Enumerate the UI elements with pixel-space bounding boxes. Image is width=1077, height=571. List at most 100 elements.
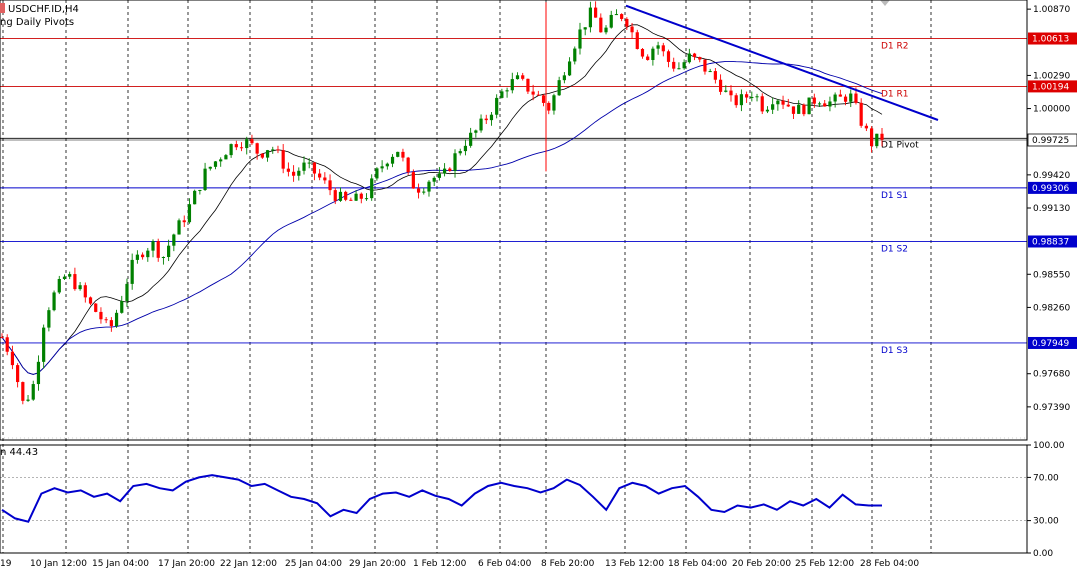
candle-body (791, 106, 796, 114)
candle-body (505, 90, 509, 92)
indicator-title: ng Daily Pivots (0, 17, 75, 28)
candle-body (656, 45, 660, 49)
candle-body (838, 94, 842, 97)
candle-body (333, 190, 337, 201)
time-tick-label: 25 Feb 12:00 (795, 559, 854, 569)
pivot-price-tag-label: 0.97949 (1032, 339, 1069, 349)
candle-body (682, 62, 686, 69)
time-tick-label: 25 Jan 04:00 (285, 559, 342, 569)
candle-body (57, 278, 61, 293)
candle-body (797, 104, 801, 114)
rsi-label: n 44.43 (0, 447, 39, 458)
candle-body (609, 14, 613, 28)
candle-body (630, 26, 634, 33)
candle-body (323, 177, 327, 181)
candle-body (135, 254, 139, 260)
candle-body (396, 151, 400, 157)
candle-body (448, 168, 452, 171)
candle-body (250, 139, 254, 144)
candle-body (484, 118, 488, 121)
candle-body (281, 150, 285, 169)
candle-body (869, 128, 874, 147)
candle-body (729, 90, 733, 96)
candle-body (802, 104, 806, 115)
time-tick-label: 28 Feb 04:00 (860, 559, 919, 569)
candle-body (677, 68, 681, 70)
candle-body (854, 93, 858, 103)
candle-body (583, 27, 587, 30)
candle-body (422, 191, 426, 193)
candle-body (73, 274, 77, 290)
candle-body (427, 181, 431, 192)
price-tick-label: 0.97680 (1033, 370, 1070, 380)
candle-body (140, 254, 145, 258)
symbol-color-icon (0, 3, 5, 13)
scroll-marker-icon (880, 0, 890, 6)
pivot-price-tag (1028, 235, 1077, 248)
time-tick-label: 22 Jan 12:00 (220, 559, 277, 569)
candle-body (255, 143, 259, 154)
candle-body (177, 220, 181, 235)
candle-body (765, 109, 770, 112)
candle-body (167, 245, 171, 258)
time-tick-label: 19 (0, 559, 12, 569)
candle-body (120, 300, 124, 313)
candle-body (495, 97, 499, 115)
candle-body (416, 188, 421, 193)
candle-body (474, 130, 478, 133)
candle-body (286, 168, 290, 172)
candle-body (99, 311, 103, 320)
candle-body (635, 32, 639, 49)
pivot-label: D1 S2 (881, 244, 908, 254)
candle-body (500, 91, 504, 98)
candle-body (239, 147, 244, 149)
time-tick-label: 8 Feb 20:00 (541, 559, 595, 569)
candle-body (245, 139, 249, 149)
candle-body (620, 14, 624, 19)
candle-body (588, 7, 593, 28)
candles (0, 1, 884, 405)
fast-ma-line (1, 24, 883, 375)
candle-body (526, 78, 530, 92)
candle-body (406, 157, 410, 173)
chart-title: USDCHF.ID,H4 ng Daily Pivots (0, 3, 79, 29)
pivot-price-tag (1028, 80, 1077, 93)
time-tick-label: 10 Jan 12:00 (30, 559, 87, 569)
candle-body (698, 57, 702, 60)
candle-body (271, 149, 275, 151)
candle-body (562, 75, 566, 81)
price-tick-label: 0.98550 (1033, 270, 1070, 280)
candle-body (708, 71, 712, 73)
price-tick-label: 0.99420 (1033, 171, 1070, 181)
candle-body (640, 48, 645, 57)
pivot-price-tag-label: 0.98837 (1032, 237, 1069, 247)
candle-body (760, 96, 764, 112)
candle-body (432, 177, 436, 182)
candle-body (651, 48, 655, 60)
candle-body (510, 79, 514, 91)
candle-body (750, 96, 754, 98)
candle-body (36, 361, 41, 385)
candle-body (213, 161, 218, 167)
price-tick-label: 1.00000 (1033, 105, 1070, 115)
candle-body (42, 327, 46, 362)
candle-body (234, 144, 238, 148)
candle-body (265, 150, 270, 158)
time-tick-label: 20 Feb 20:00 (732, 559, 791, 569)
rsi-tick-label: 70.00 (1033, 473, 1059, 483)
candle-body (291, 171, 296, 176)
candle-body (880, 133, 884, 140)
candle-body (78, 285, 82, 290)
candle-body (307, 162, 311, 164)
candle-body (401, 151, 405, 158)
main-panel-frame (0, 0, 1028, 441)
candle-body (521, 75, 525, 79)
candle-body (203, 168, 207, 191)
price-tick-label: 0.98260 (1033, 303, 1070, 313)
candle-body (156, 241, 160, 258)
symbol-title: USDCHF.ID,H4 (8, 4, 79, 15)
candle-body (224, 155, 228, 160)
candle-body (541, 95, 546, 103)
